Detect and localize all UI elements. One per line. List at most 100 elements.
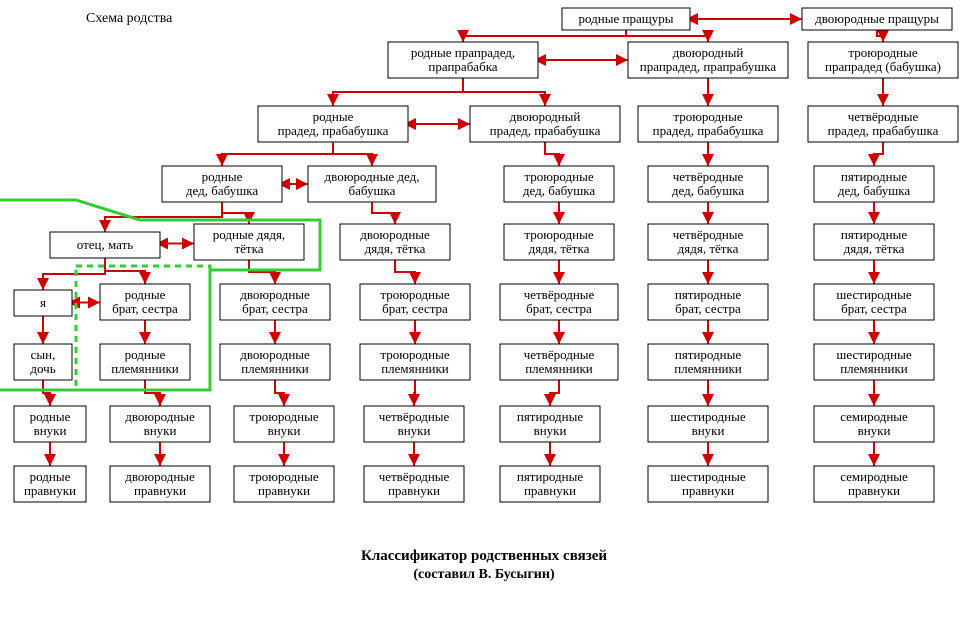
edge-down xyxy=(463,30,626,42)
label: троюродные xyxy=(249,409,318,424)
label: правнуки xyxy=(682,483,734,498)
label: четвёродные xyxy=(379,469,450,484)
label: четвёродные xyxy=(524,347,595,362)
label: сын, xyxy=(31,347,56,362)
edge-down xyxy=(145,380,160,406)
label: правнуки xyxy=(524,483,576,498)
label: дочь xyxy=(30,361,55,376)
edge-down xyxy=(105,258,145,284)
label: прадед, прабабушка xyxy=(490,123,601,138)
label: двоюродные xyxy=(240,287,310,302)
label: прапрабабка xyxy=(428,59,497,74)
label: дядя, тётка xyxy=(844,241,905,256)
label: шестиродные xyxy=(836,347,911,362)
label: правнуки xyxy=(258,483,310,498)
caption-line2: (составил В. Бусыгин) xyxy=(413,567,555,582)
label: брат, сестра xyxy=(675,301,741,316)
edge-down xyxy=(333,78,463,106)
label: племянники xyxy=(525,361,593,376)
label: двоюродные дед, xyxy=(325,169,420,184)
label: родные пращуры xyxy=(579,11,674,26)
label: бабушка xyxy=(349,183,396,198)
label: троюродные xyxy=(249,469,318,484)
label: я xyxy=(40,295,46,310)
kinship-diagram: родные пращурыдвоюродные пращурыродные п… xyxy=(0,0,968,621)
edge-down xyxy=(463,78,545,106)
label: двоюродный xyxy=(510,109,581,124)
label: родные xyxy=(30,469,71,484)
label: семиродные xyxy=(840,409,908,424)
label: прадед, прабабушка xyxy=(653,123,764,138)
label: дядя, тётка xyxy=(529,241,590,256)
label: племянники xyxy=(241,361,309,376)
label: племянники xyxy=(674,361,742,376)
label: внуки xyxy=(398,423,431,438)
label: троюродные xyxy=(380,287,449,302)
label: тётка xyxy=(234,241,263,256)
label: дед, бабушка xyxy=(186,183,258,198)
edge-down xyxy=(545,142,559,166)
label: пятиродные xyxy=(675,287,742,302)
edge-down xyxy=(626,30,708,42)
label: шестиродные xyxy=(670,469,745,484)
label: пятиродные xyxy=(841,227,908,242)
label: дед, бабушка xyxy=(838,183,910,198)
edge-down xyxy=(333,142,372,166)
label: четвёродные xyxy=(379,409,450,424)
label: двоюродный xyxy=(673,45,744,60)
edge-down xyxy=(222,142,333,166)
label: шестиродные xyxy=(670,409,745,424)
label: брат, сестра xyxy=(526,301,592,316)
label: двоюродные xyxy=(125,469,195,484)
label: троюродные xyxy=(673,109,742,124)
label: пятиродные xyxy=(517,469,584,484)
label: брат, сестра xyxy=(841,301,907,316)
label: внуки xyxy=(858,423,891,438)
label: дед, бабушка xyxy=(672,183,744,198)
label: двоюродные xyxy=(240,347,310,362)
caption-line1: Классификатор родственных связей xyxy=(361,548,607,564)
label: троюродные xyxy=(524,169,593,184)
label: прадед, прабабушка xyxy=(828,123,939,138)
label: племянники xyxy=(111,361,179,376)
label: отец, мать xyxy=(77,237,133,252)
label: брат, сестра xyxy=(242,301,308,316)
label: родные прапрадед, xyxy=(411,45,515,60)
label: четвёродные xyxy=(524,287,595,302)
edge-down xyxy=(372,202,395,224)
label: прапрадед, прапрабушка xyxy=(640,59,777,74)
label: внуки xyxy=(144,423,177,438)
label: правнуки xyxy=(24,483,76,498)
label: дед, бабушка xyxy=(523,183,595,198)
label: шестиродные xyxy=(836,287,911,302)
label: двоюродные xyxy=(360,227,430,242)
label: прадед, прабабушка xyxy=(278,123,389,138)
edge-down xyxy=(43,380,50,406)
diagram-title: Схема родства xyxy=(86,11,173,26)
edge-down xyxy=(275,380,284,406)
label: внуки xyxy=(692,423,725,438)
label: племянники xyxy=(840,361,908,376)
edge-down xyxy=(874,142,883,166)
label: родные xyxy=(30,409,71,424)
label: правнуки xyxy=(848,483,900,498)
label: родные xyxy=(202,169,243,184)
label: родные xyxy=(313,109,354,124)
label: дядя, тётка xyxy=(365,241,426,256)
label: брат, сестра xyxy=(112,301,178,316)
label: дядя, тётка xyxy=(678,241,739,256)
label: пятиродные xyxy=(517,409,584,424)
label: двоюродные xyxy=(125,409,195,424)
edge-down xyxy=(414,380,415,406)
label: родные xyxy=(125,287,166,302)
label: троюродные xyxy=(524,227,593,242)
label: правнуки xyxy=(388,483,440,498)
label: правнуки xyxy=(134,483,186,498)
label: четвёродные xyxy=(673,169,744,184)
label: внуки xyxy=(34,423,67,438)
label: троюродные xyxy=(380,347,449,362)
edge-down xyxy=(550,380,559,406)
label: семиродные xyxy=(840,469,908,484)
label: четвёродные xyxy=(673,227,744,242)
label: троюродные xyxy=(848,45,917,60)
